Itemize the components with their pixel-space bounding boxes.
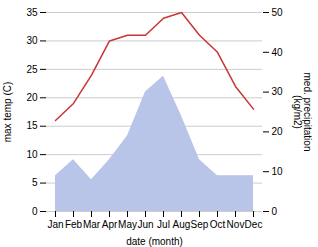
svg-text:20: 20 [26,92,38,103]
svg-text:Jan: Jan [47,219,63,230]
svg-text:Mar: Mar [83,219,101,230]
svg-text:40: 40 [272,47,284,58]
svg-text:10: 10 [272,166,284,177]
svg-text:10: 10 [26,149,38,160]
svg-text:35: 35 [26,7,38,18]
svg-text:Feb: Feb [65,219,83,230]
svg-text:Jun: Jun [137,219,153,230]
svg-text:20: 20 [272,126,284,137]
svg-text:Oct: Oct [210,219,226,230]
svg-text:May: May [118,219,137,230]
svg-text:0: 0 [32,206,38,217]
svg-text:Sep: Sep [191,219,209,230]
svg-text:date (month): date (month) [126,236,183,247]
svg-text:0: 0 [272,206,278,217]
svg-text:Dec: Dec [245,219,263,230]
svg-text:Aug: Aug [173,219,191,230]
svg-text:30: 30 [26,35,38,46]
svg-text:50: 50 [272,7,284,18]
svg-text:Apr: Apr [102,219,118,230]
svg-text:Jul: Jul [157,219,170,230]
svg-text:25: 25 [26,64,38,75]
svg-text:30: 30 [272,86,284,97]
svg-text:Nov: Nov [227,219,245,230]
svg-text:med. precipitation(kg/m2): med. precipitation(kg/m2) [292,73,313,152]
svg-text:max temp (C): max temp (C) [2,82,13,143]
svg-text:15: 15 [26,120,38,131]
svg-text:5: 5 [32,177,38,188]
